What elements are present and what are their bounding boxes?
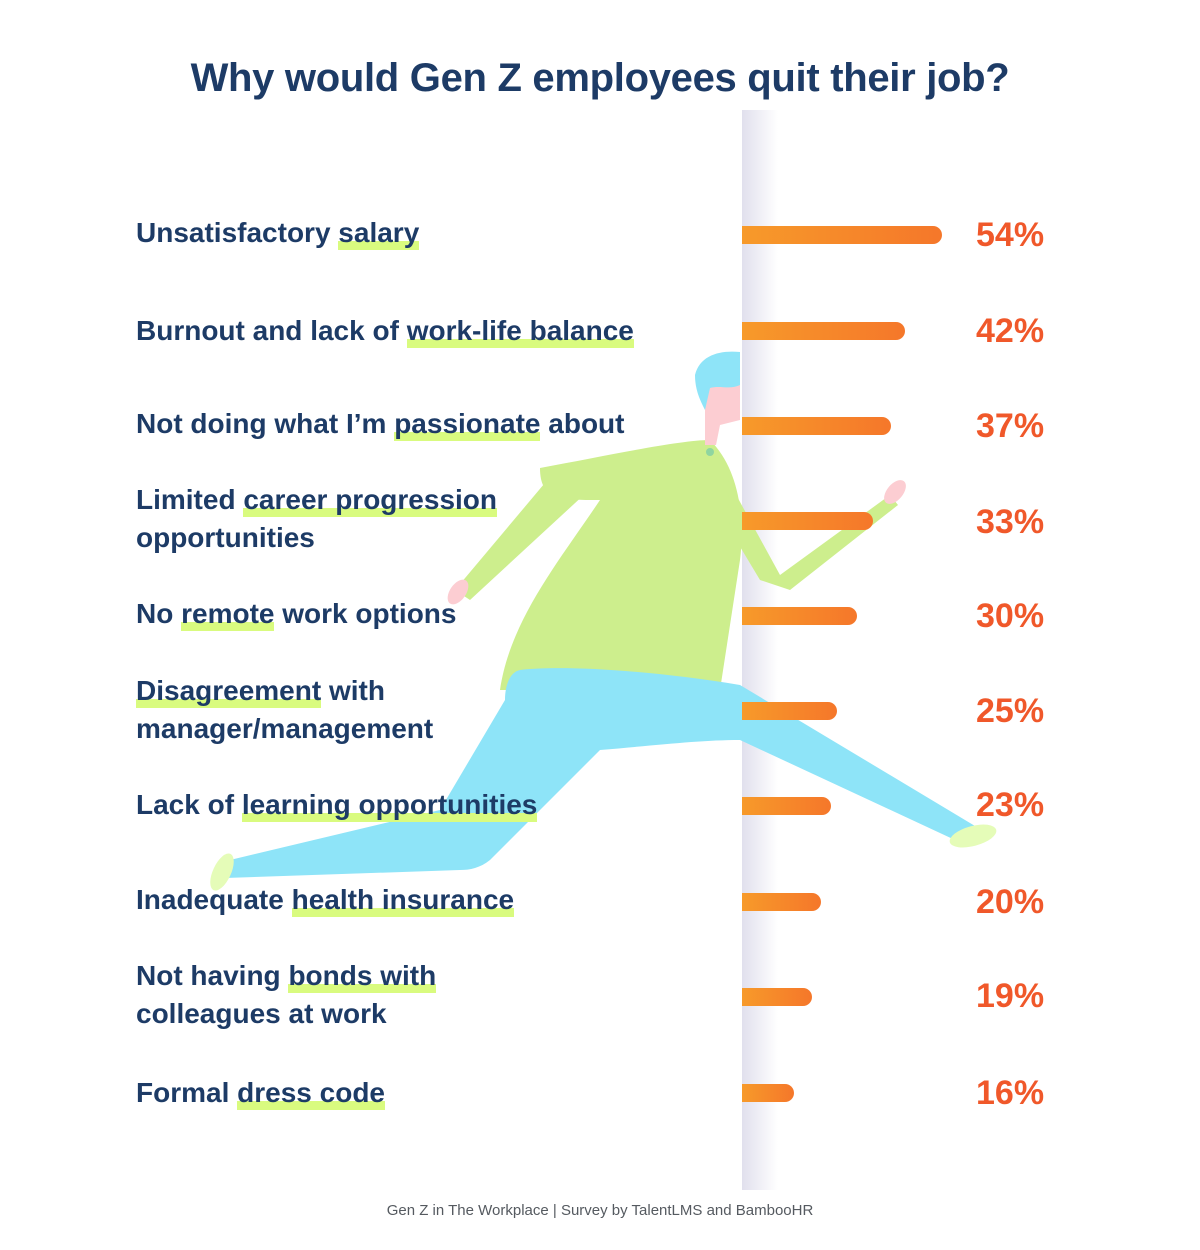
row-label: Not doing what I’m passionate about [136, 408, 625, 441]
row-label: Disagreement with [136, 675, 385, 708]
percent-value: 33% [976, 503, 1045, 541]
highlight-text: bonds with [288, 960, 437, 993]
bar [742, 893, 821, 911]
percent-value: 19% [976, 977, 1045, 1015]
row-label: Unsatisfactory salary [136, 217, 420, 250]
highlight-text: learning opportunities [241, 789, 538, 822]
highlight-text: Disagreement [136, 675, 322, 708]
row-label: Burnout and lack of work-life balance [136, 315, 634, 348]
row-label-line2: colleagues at work [136, 998, 387, 1029]
highlight-text: passionate [394, 408, 541, 441]
row-label: Limited career progression [136, 484, 498, 517]
percent-value: 42% [976, 312, 1045, 350]
bar [742, 1084, 794, 1102]
percent-value: 30% [976, 597, 1045, 635]
divider-shadow [742, 110, 778, 1190]
bar [742, 607, 857, 625]
highlight-text: career progression [243, 484, 498, 517]
percent-value: 25% [976, 692, 1045, 730]
bar [742, 322, 905, 340]
row-label: No remote work options [136, 598, 457, 631]
percent-value: 37% [976, 407, 1045, 445]
bar [742, 512, 873, 530]
row-label-line2: opportunities [136, 522, 315, 553]
chart-title: Why would Gen Z employees quit their job… [190, 56, 1010, 100]
bar [742, 702, 837, 720]
row-label: Not having bonds with [136, 960, 437, 993]
highlight-text: health insurance [291, 884, 515, 917]
bar [742, 988, 812, 1006]
bar [742, 797, 831, 815]
bar [742, 226, 942, 244]
row-label-line2: manager/management [136, 713, 434, 744]
highlight-text: salary [338, 217, 420, 250]
percent-value: 23% [976, 786, 1045, 824]
highlight-text: remote [181, 598, 275, 631]
percent-value: 16% [976, 1074, 1045, 1112]
row-label: Inadequate health insurance [136, 884, 515, 917]
percent-value: 54% [976, 216, 1045, 254]
bar [742, 417, 891, 435]
percent-value: 20% [976, 883, 1045, 921]
source-footer: Gen Z in The Workplace | Survey by Talen… [386, 1202, 814, 1219]
highlight-text: dress code [237, 1077, 385, 1110]
row-label: Formal dress code [136, 1077, 385, 1110]
highlight-text: work-life balance [406, 315, 634, 348]
row-label: Lack of learning opportunities [136, 789, 538, 822]
